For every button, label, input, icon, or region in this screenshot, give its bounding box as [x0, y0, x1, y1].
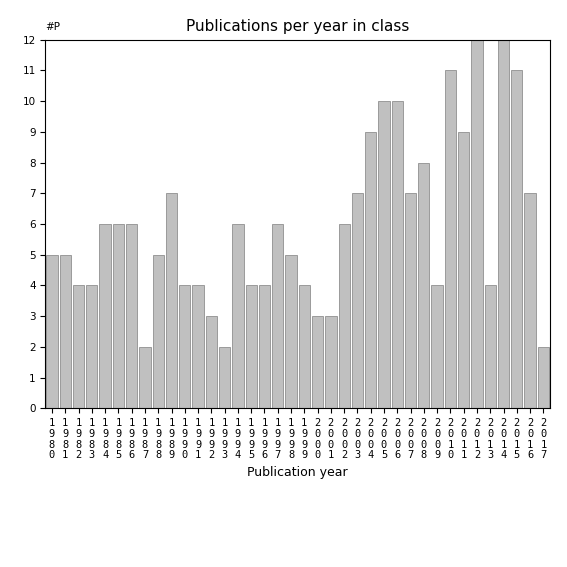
Bar — [538, 347, 549, 408]
Bar — [445, 70, 456, 408]
Bar — [299, 285, 310, 408]
Bar — [246, 285, 257, 408]
Bar — [378, 101, 390, 408]
Bar — [431, 285, 443, 408]
Bar — [498, 40, 509, 408]
Bar — [485, 285, 496, 408]
Bar — [511, 70, 522, 408]
Bar — [285, 255, 297, 408]
Bar — [166, 193, 177, 408]
Bar — [232, 224, 244, 408]
Bar — [272, 224, 284, 408]
Bar — [73, 285, 84, 408]
Bar — [338, 224, 350, 408]
Bar — [192, 285, 204, 408]
Bar — [312, 316, 323, 408]
Title: Publications per year in class: Publications per year in class — [186, 19, 409, 35]
Bar — [392, 101, 403, 408]
Bar — [325, 316, 337, 408]
Bar — [365, 132, 376, 408]
Bar — [126, 224, 137, 408]
Bar — [418, 163, 429, 408]
Bar — [60, 255, 71, 408]
Text: #P: #P — [45, 22, 60, 32]
X-axis label: Publication year: Publication year — [247, 466, 348, 479]
Bar — [99, 224, 111, 408]
Bar — [524, 193, 536, 408]
Bar — [139, 347, 151, 408]
Bar — [352, 193, 363, 408]
Bar — [458, 132, 469, 408]
Bar — [219, 347, 230, 408]
Bar — [206, 316, 217, 408]
Bar — [471, 40, 483, 408]
Bar — [259, 285, 270, 408]
Bar — [153, 255, 164, 408]
Bar — [46, 255, 58, 408]
Bar — [86, 285, 98, 408]
Bar — [113, 224, 124, 408]
Bar — [179, 285, 191, 408]
Bar — [405, 193, 416, 408]
